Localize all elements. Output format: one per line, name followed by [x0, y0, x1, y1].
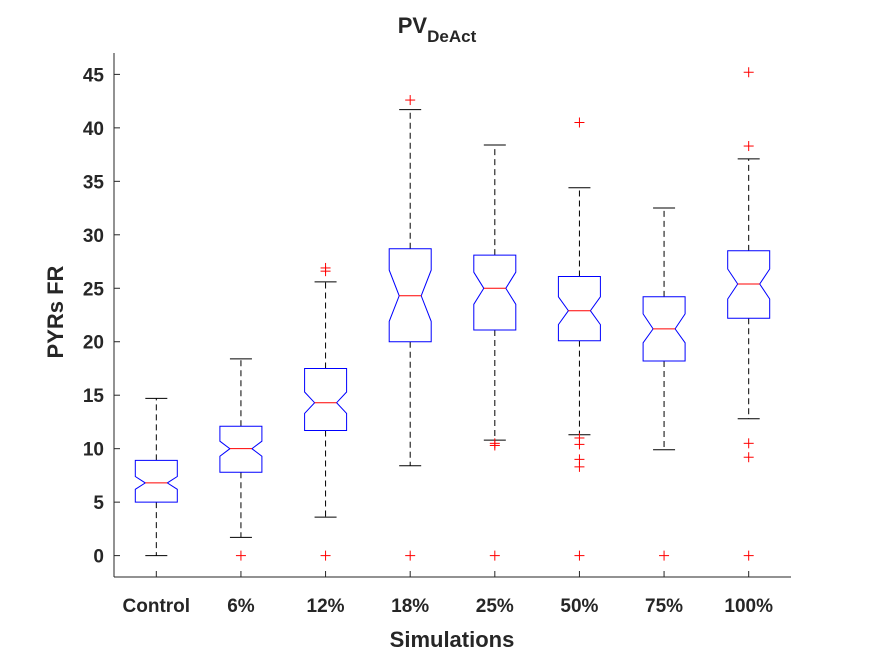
outlier-marker	[235, 550, 246, 561]
y-tick-label: 30	[83, 226, 104, 247]
outlier-marker	[574, 432, 585, 443]
x-axis-label: Simulations	[390, 627, 515, 652]
y-tick-label: 10	[83, 440, 104, 461]
outlier-marker	[405, 550, 416, 561]
outlier-marker	[320, 262, 331, 273]
outlier-marker	[489, 438, 500, 449]
x-tick-label: 25%	[476, 596, 514, 617]
outlier-marker	[743, 67, 754, 78]
box-group-5	[473, 144, 517, 561]
notched-box	[642, 296, 686, 362]
outlier-marker	[743, 438, 754, 449]
outlier-marker	[320, 550, 331, 561]
box-group-6	[557, 117, 601, 561]
outlier-marker	[405, 95, 416, 106]
box-group-2	[219, 358, 263, 561]
notched-box	[304, 368, 348, 431]
box-group-3	[304, 262, 348, 561]
notched-box	[388, 248, 432, 343]
y-axis-label: PYRs FR	[43, 265, 68, 358]
y-tick-label: 25	[83, 279, 105, 300]
outlier-marker	[743, 452, 754, 463]
x-tick-label: 12%	[307, 596, 345, 617]
y-tick-label: 45	[83, 65, 105, 86]
notched-box	[557, 276, 601, 342]
y-tick-label: 35	[83, 172, 105, 193]
y-tick-label: 5	[93, 493, 104, 514]
chart-title-main: PV	[398, 13, 428, 38]
outlier-marker	[574, 117, 585, 128]
x-tick-label: 18%	[391, 596, 429, 617]
outlier-marker	[743, 141, 754, 152]
x-tick-label: 6%	[227, 596, 255, 617]
y-tick-label: 20	[83, 333, 104, 354]
outlier-marker	[489, 550, 500, 561]
plot-area: 0 5 10 15 20 25 30 35 40 45 Control 6% 12% 18% 25% 50% 7…	[83, 53, 791, 617]
notched-box	[727, 250, 771, 319]
x-tick-label: Control	[123, 596, 191, 617]
box-group-1	[134, 397, 178, 557]
y-tick-label: 40	[83, 119, 104, 140]
box-group-8	[727, 67, 771, 561]
x-tick-label: 100%	[724, 596, 773, 617]
box-group-4	[388, 95, 432, 561]
outlier-marker	[574, 550, 585, 561]
x-tick-label: 75%	[645, 596, 683, 617]
notched-box	[134, 459, 178, 503]
notched-box	[473, 254, 517, 331]
outlier-marker	[743, 550, 754, 561]
x-tick-label: 50%	[560, 596, 598, 617]
box-group-7	[642, 207, 686, 561]
chart-title-subscript: DeAct	[427, 27, 476, 46]
chart-title: PVDeAct	[398, 13, 477, 46]
y-tick-label: 0	[93, 547, 104, 568]
notched-box	[219, 425, 263, 473]
y-tick-label: 15	[83, 386, 105, 407]
outlier-marker	[574, 454, 585, 465]
outlier-marker	[659, 550, 670, 561]
